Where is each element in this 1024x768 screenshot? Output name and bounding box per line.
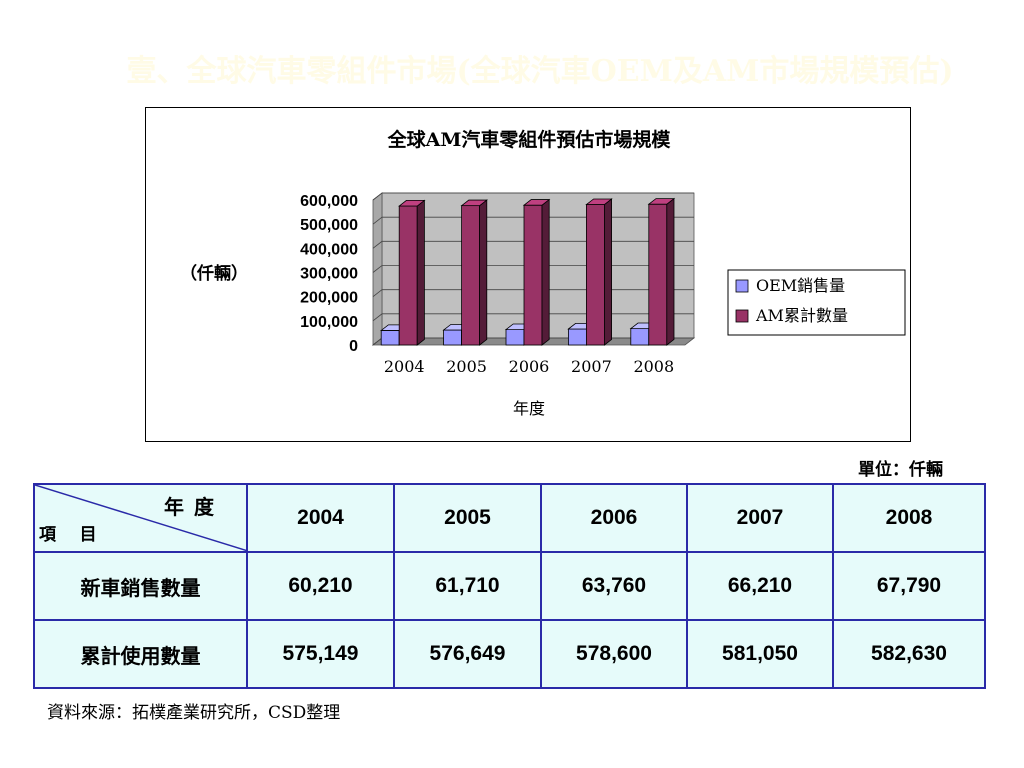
year-header: 2004 (246, 483, 395, 553)
legend-label: AM累計數量 (755, 306, 848, 325)
year-header: 2008 (832, 483, 986, 553)
year-header: 2006 (540, 483, 688, 553)
table-cell: 63,760 (540, 551, 688, 621)
bar-top (647, 198, 676, 205)
table-cell: 581,050 (686, 619, 834, 689)
bar (648, 203, 668, 346)
x-axis-label: 年度 (513, 399, 545, 418)
y-tick-label: 600,000 (300, 193, 358, 210)
source-note: 資料來源：拓樸產業研究所，CSD整理 (47, 703, 341, 723)
table-cell: 575,149 (246, 619, 395, 689)
bar (380, 330, 400, 346)
chart-area: 全球AM汽車零組件預估市場規模 0 100,000 200,000 300,000 400… (145, 107, 911, 442)
y-axis-label: （仟輛） (180, 263, 248, 284)
x-tick-label: 2005 (446, 357, 487, 376)
bar-top (585, 198, 613, 205)
table-cell: 576,649 (393, 619, 542, 689)
bar-side (541, 198, 550, 346)
table-cell: 66,210 (686, 551, 834, 621)
x-tick-label: 2004 (384, 357, 425, 376)
bar-top (522, 199, 551, 206)
bar (398, 205, 418, 346)
bar-side (479, 199, 488, 346)
table-row: 新車銷售數量 60,210 61,710 63,760 66,210 67,79… (33, 551, 986, 621)
y-tick-label: 0 (349, 338, 358, 355)
table-cell: 582,630 (832, 619, 986, 689)
bar-side (603, 198, 613, 346)
unit-note: 單位：仟輛 (858, 460, 943, 480)
corner-year-label: 年度 (164, 495, 224, 519)
table-cell: 578,600 (540, 619, 688, 689)
table-header-row: 年度 項 目 2004 2005 2006 2007 2008 (33, 483, 986, 553)
slide-title: 壹、全球汽車零組件市場(全球汽車OEM及AM市場規模預估) (126, 54, 954, 89)
row-label: 新車銷售數量 (33, 551, 248, 621)
year-header: 2005 (393, 483, 542, 553)
x-tick-label: 2008 (633, 357, 674, 376)
bar (443, 329, 463, 346)
x-tick-label: 2007 (571, 357, 612, 376)
bar (630, 328, 650, 346)
bar-chart: 全球AM汽車零組件預估市場規模 0 100,000 200,000 300,000 400… (180, 128, 906, 418)
table-cell: 67,790 (832, 551, 986, 621)
table-row: 累計使用數量 575,149 576,649 578,600 581,050 5… (33, 619, 986, 689)
bar (585, 204, 605, 346)
y-tick-label: 300,000 (300, 266, 358, 283)
y-tick-label: 400,000 (300, 241, 358, 258)
row-label: 累計使用數量 (33, 619, 248, 689)
bar-side (416, 199, 425, 346)
x-tick-label: 2006 (509, 357, 550, 376)
y-tick-label: 100,000 (300, 314, 358, 331)
data-table: 年度 項 目 2004 2005 2006 2007 2008 新車銷售數量 6… (33, 483, 986, 689)
bar (523, 204, 543, 346)
legend-box (727, 269, 906, 336)
corner-diagonal (35, 485, 248, 551)
bar-top (460, 199, 488, 207)
bar (505, 329, 525, 346)
corner-item-label: 項 目 (39, 525, 97, 545)
legend-swatch (735, 309, 749, 323)
y-tick-label: 200,000 (300, 290, 358, 307)
bar-top (398, 200, 426, 207)
legend-swatch (735, 279, 749, 293)
bar (567, 328, 587, 346)
y-tick-label: 500,000 (300, 217, 358, 234)
year-header: 2007 (686, 483, 834, 553)
gridline (372, 192, 694, 201)
table-cell: 61,710 (393, 551, 542, 621)
table-cell: 60,210 (246, 551, 395, 621)
bar (461, 205, 481, 346)
legend-label: OEM銷售量 (756, 276, 845, 295)
corner-cell: 年度 項 目 (33, 483, 248, 553)
chart-title: 全球AM汽車零組件預估市場規模 (387, 128, 672, 151)
bar-side (666, 197, 675, 346)
